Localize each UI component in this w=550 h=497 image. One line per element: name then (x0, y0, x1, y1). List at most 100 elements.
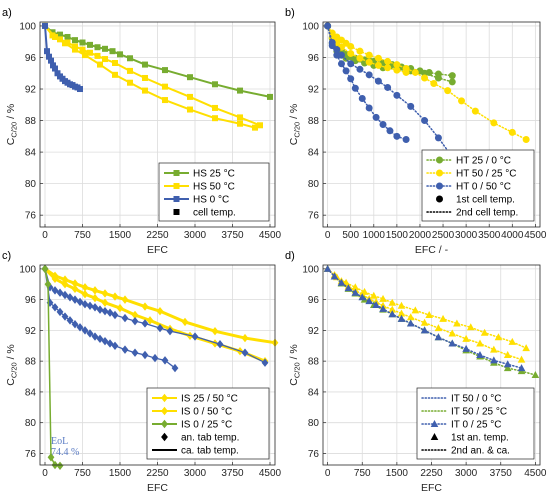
data-point (384, 64, 392, 72)
data-point (66, 316, 74, 325)
legend-entry-label: IS 0 / 50 °C (181, 407, 232, 418)
data-point (397, 301, 406, 309)
eol-annotation-value: 74.4 % (51, 447, 79, 458)
data-point (517, 355, 526, 363)
data-point (72, 46, 78, 53)
data-point (365, 104, 373, 112)
y-tick-label: 92 (308, 85, 320, 96)
data-point (425, 311, 433, 318)
data-point (374, 61, 382, 69)
y-tick-label: 76 (25, 211, 37, 222)
data-point (54, 70, 61, 77)
data-point (146, 316, 154, 325)
data-point (91, 286, 99, 295)
data-point (161, 356, 169, 365)
legend-entry-label: IT 0 / 25 °C (451, 420, 502, 431)
data-point (480, 328, 489, 336)
data-point (434, 324, 443, 332)
data-point (388, 298, 397, 306)
x-tick-label: 2500 (432, 230, 455, 241)
data-point (96, 305, 104, 314)
data-point (211, 339, 219, 348)
data-point (162, 67, 168, 74)
data-point (406, 313, 415, 321)
data-point (156, 323, 164, 333)
data-point (117, 51, 123, 58)
data-point (365, 51, 373, 59)
data-point (421, 74, 429, 82)
legend-entry-label: IT 50 / 25 °C (451, 407, 507, 418)
x-tick-label: 1500 (109, 468, 132, 479)
data-point (82, 52, 88, 59)
legend-entry-label: cell temp. (193, 208, 236, 219)
data-point (356, 65, 364, 73)
data-point (351, 283, 360, 291)
data-point (344, 284, 353, 292)
data-point (337, 278, 346, 286)
legend-entry-label: 2nd an. & ca. (451, 446, 510, 457)
data-point (71, 284, 79, 294)
data-point (81, 283, 89, 292)
data-point (434, 333, 443, 341)
y-tick-label: 92 (308, 326, 320, 337)
data-point (503, 360, 512, 368)
data-point (52, 33, 58, 40)
data-point (448, 72, 456, 80)
data-point (112, 60, 118, 66)
data-point (476, 351, 484, 358)
data-point (388, 305, 397, 313)
data-point (162, 97, 168, 104)
y-axis-label: CC/20 / % (5, 344, 19, 386)
x-tick-label: 3000 (184, 230, 207, 241)
x-tick-label: 1500 (109, 230, 132, 241)
data-point (358, 293, 367, 301)
data-point (237, 87, 243, 94)
data-point (56, 307, 64, 317)
data-point (121, 345, 129, 354)
data-point (462, 344, 470, 352)
data-point (406, 319, 415, 327)
x-tick-label: 3000 (455, 230, 478, 241)
data-point (162, 83, 168, 90)
data-point (421, 117, 429, 125)
data-point (50, 62, 56, 69)
data-point (91, 303, 99, 312)
data-point (91, 332, 99, 341)
data-point (356, 47, 364, 55)
legend-entry-label: 1st an. temp. (451, 433, 509, 444)
data-point (116, 303, 124, 313)
y-tick-label: 96 (308, 295, 320, 306)
data-point (102, 45, 108, 52)
data-point (81, 326, 89, 335)
data-point (384, 83, 392, 91)
x-tick-label: 2000 (409, 230, 432, 241)
panel-label: a) (2, 7, 12, 19)
data-point (127, 79, 133, 86)
data-point (109, 48, 116, 55)
data-point (44, 280, 52, 289)
data-point (411, 306, 420, 314)
data-point (61, 280, 69, 289)
x-axis-label: EFC / - (415, 244, 449, 256)
data-point (181, 317, 189, 327)
data-point (72, 37, 78, 44)
data-point (91, 293, 99, 303)
data-point (64, 33, 71, 40)
y-tick-label: 84 (25, 148, 37, 159)
data-point (81, 300, 89, 309)
x-tick-label: 0 (42, 468, 48, 479)
data-point (212, 104, 218, 111)
data-point (187, 74, 193, 81)
data-point (77, 86, 83, 93)
y-tick-label: 76 (308, 211, 320, 222)
data-point (111, 341, 119, 350)
y-tick-label: 84 (308, 148, 320, 159)
data-point (434, 134, 442, 142)
y-tick-label: 96 (308, 53, 320, 64)
data-point (241, 348, 249, 357)
panel-label: d) (285, 250, 295, 262)
data-point (494, 333, 503, 341)
x-tick-label: 0 (325, 468, 331, 479)
data-point (131, 348, 139, 357)
eol-annotation: EoL (51, 436, 68, 447)
